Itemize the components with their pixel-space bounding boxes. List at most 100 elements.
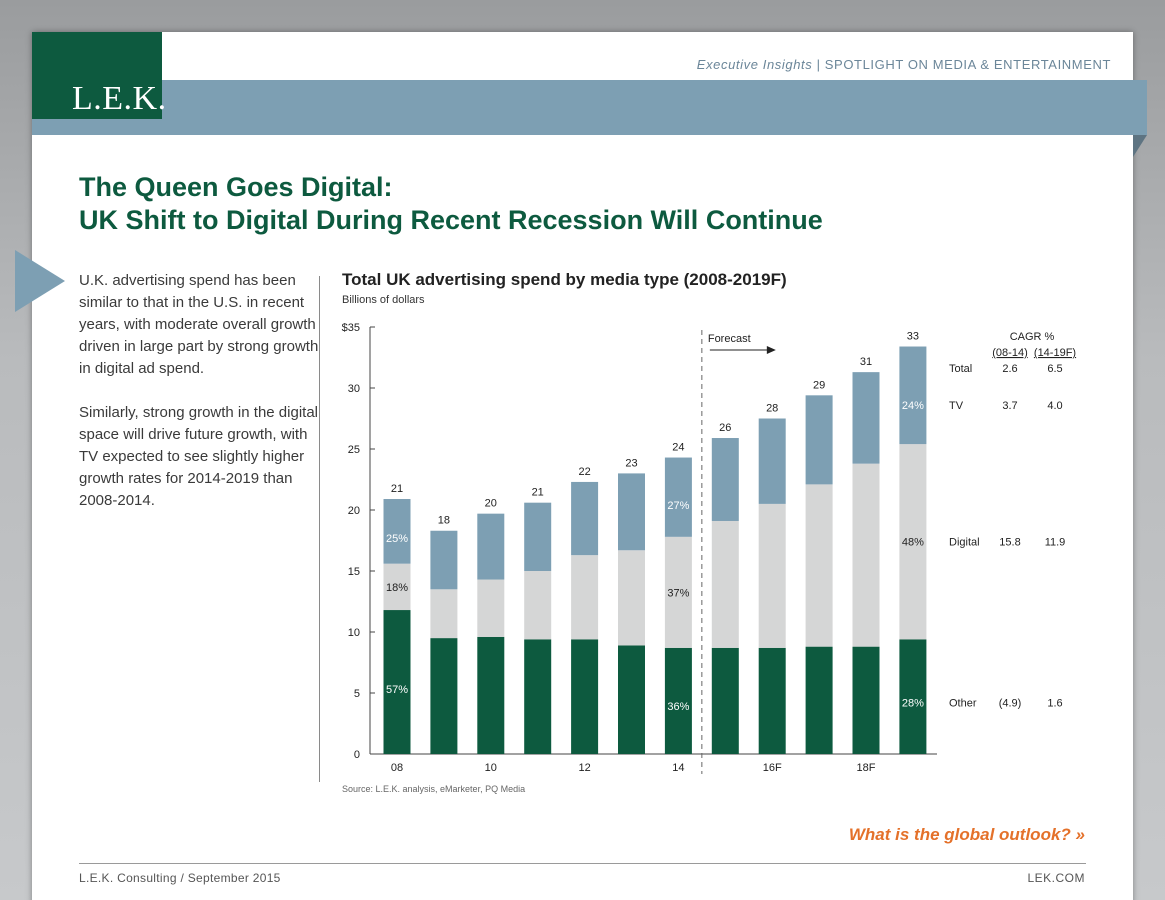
bar-segment-other [805, 646, 833, 754]
source-note: Source: L.E.K. analysis, eMarketer, PQ M… [342, 784, 526, 794]
x-tick-label: 12 [578, 762, 590, 774]
bar-segment-digital [758, 503, 786, 648]
percent-label: 24% [902, 400, 924, 412]
bar-segment-digital [524, 571, 552, 640]
bar-segment-other [524, 639, 552, 754]
cagr-row-label: TV [949, 400, 964, 412]
footer-credit: L.E.K. Consulting / September 2015 [79, 871, 281, 885]
cagr-value: 3.7 [1002, 400, 1017, 412]
bar-segment-other [899, 639, 927, 754]
bar-segment-tv [571, 481, 599, 556]
bar-segment-tv [758, 418, 786, 504]
bar-segment-digital [383, 563, 411, 611]
stacked-bar-chart: $35 30 25 20 15 10 5 0 21 08 18 20 10 21 22 12 23 24 14 26 2… [342, 322, 1076, 774]
bar-segment-other [852, 646, 880, 754]
bar-segment-other [664, 647, 692, 754]
y-tick-label: 15 [348, 566, 360, 578]
forecast-arrow-icon [766, 346, 776, 354]
global-outlook-text: What is the global outlook? [848, 825, 1071, 844]
bar-total-label: 24 [672, 442, 684, 454]
bar-segment-other [618, 645, 645, 754]
percent-label: 57% [386, 684, 408, 696]
cagr-row-label: Other [949, 697, 977, 709]
percent-label: 25% [386, 533, 408, 545]
x-tick-label: 18F [857, 762, 876, 774]
y-tick-label: 5 [354, 688, 360, 700]
bar-segment-digital [664, 536, 692, 648]
cagr-title: CAGR % [1010, 331, 1055, 343]
headline-line-1: The Queen Goes Digital: [79, 172, 393, 202]
bar-total-label: 29 [813, 379, 825, 391]
bar-total-label: 18 [438, 515, 450, 527]
bar-total-label: 33 [907, 331, 919, 343]
bar-segment-tv [618, 473, 645, 551]
cagr-row-label: Total [949, 363, 972, 375]
cagr-value: 11.9 [1045, 537, 1066, 549]
x-tick-label: 10 [485, 762, 497, 774]
y-tick-label: $35 [342, 322, 360, 334]
percent-label: 18% [386, 582, 408, 594]
percent-label: 28% [902, 697, 924, 709]
bar-segment-tv [711, 438, 739, 521]
y-tick-label: 20 [348, 505, 360, 517]
headline-line-2: UK Shift to Digital During Recent Recess… [79, 205, 823, 235]
bar-segment-other [477, 636, 505, 754]
spotlight-label: SPOTLIGHT ON MEDIA & ENTERTAINMENT [824, 57, 1111, 72]
y-tick-label: 0 [354, 749, 360, 761]
cagr-value: 2.6 [1002, 363, 1017, 375]
banner-title: FUTURE OF ADVERTISING SPEND [598, 138, 1123, 171]
percent-label: 37% [667, 587, 689, 599]
bar-total-label: 20 [485, 498, 497, 510]
cagr-value: 4.0 [1047, 400, 1062, 412]
header-separator: | [812, 57, 825, 72]
bar-segment-other [571, 639, 599, 754]
bar-total-label: 22 [578, 466, 590, 478]
body-paragraph-1: U.K. advertising spend has been similar … [79, 272, 319, 377]
bar-segment-tv [664, 457, 692, 537]
bar-segment-tv [477, 513, 505, 580]
bar-segment-tv [430, 530, 458, 590]
forecast-label: Forecast [708, 333, 751, 345]
footer-website-link[interactable]: LEK.COM [1027, 871, 1085, 885]
percent-label: 27% [667, 500, 689, 512]
bar-segment-tv [899, 346, 927, 445]
cagr-column-header: (14-19F) [1034, 347, 1076, 359]
bar-segment-digital [618, 550, 645, 646]
chart-title: Total UK advertising spend by media type… [342, 270, 787, 289]
body-paragraph-2: Similarly, strong growth in the digital … [79, 404, 318, 509]
bar-segment-tv [524, 502, 552, 571]
banner-fold [1133, 135, 1147, 157]
cagr-value: (4.9) [999, 697, 1022, 709]
bar-segment-other [383, 610, 411, 754]
y-tick-label: 30 [348, 383, 360, 395]
double-chevron-icon: » [1075, 825, 1085, 844]
header-banner: FUTURE OF ADVERTISING SPEND [32, 80, 1147, 171]
bar-segment-tv [805, 395, 833, 485]
percent-label: 36% [667, 701, 689, 713]
bar-segment-tv [852, 372, 880, 464]
x-tick-label: 14 [672, 762, 684, 774]
bar-segment-other [430, 638, 458, 754]
arrow-marker-icon [15, 250, 65, 312]
x-tick-label: 08 [391, 762, 403, 774]
bar-segment-digital [852, 463, 880, 647]
bar-total-label: 21 [532, 487, 544, 499]
bar-segment-other [711, 647, 739, 754]
bar-segment-tv [383, 499, 411, 564]
bar-total-label: 21 [391, 483, 403, 495]
y-tick-label: 10 [348, 627, 360, 639]
bar-segment-digital [805, 484, 833, 647]
x-tick-label: 16F [763, 762, 782, 774]
bar-total-label: 23 [625, 457, 637, 469]
exec-insights-line: Executive Insights | SPOTLIGHT ON MEDIA … [697, 57, 1111, 72]
footer-divider [79, 863, 1086, 864]
cagr-row-label: Digital [949, 537, 980, 549]
global-outlook-link[interactable]: What is the global outlook? » [849, 825, 1085, 845]
column-divider [319, 276, 320, 782]
page-headline: The Queen Goes Digital: UK Shift to Digi… [79, 171, 823, 237]
page: FUTURE OF ADVERTISING SPEND L.E.K. Execu… [15, 32, 1147, 900]
bar-segment-digital [571, 555, 599, 640]
bar-segment-digital [430, 589, 458, 639]
lek-logo: L.E.K. [32, 32, 166, 119]
cagr-value: 15.8 [999, 537, 1020, 549]
